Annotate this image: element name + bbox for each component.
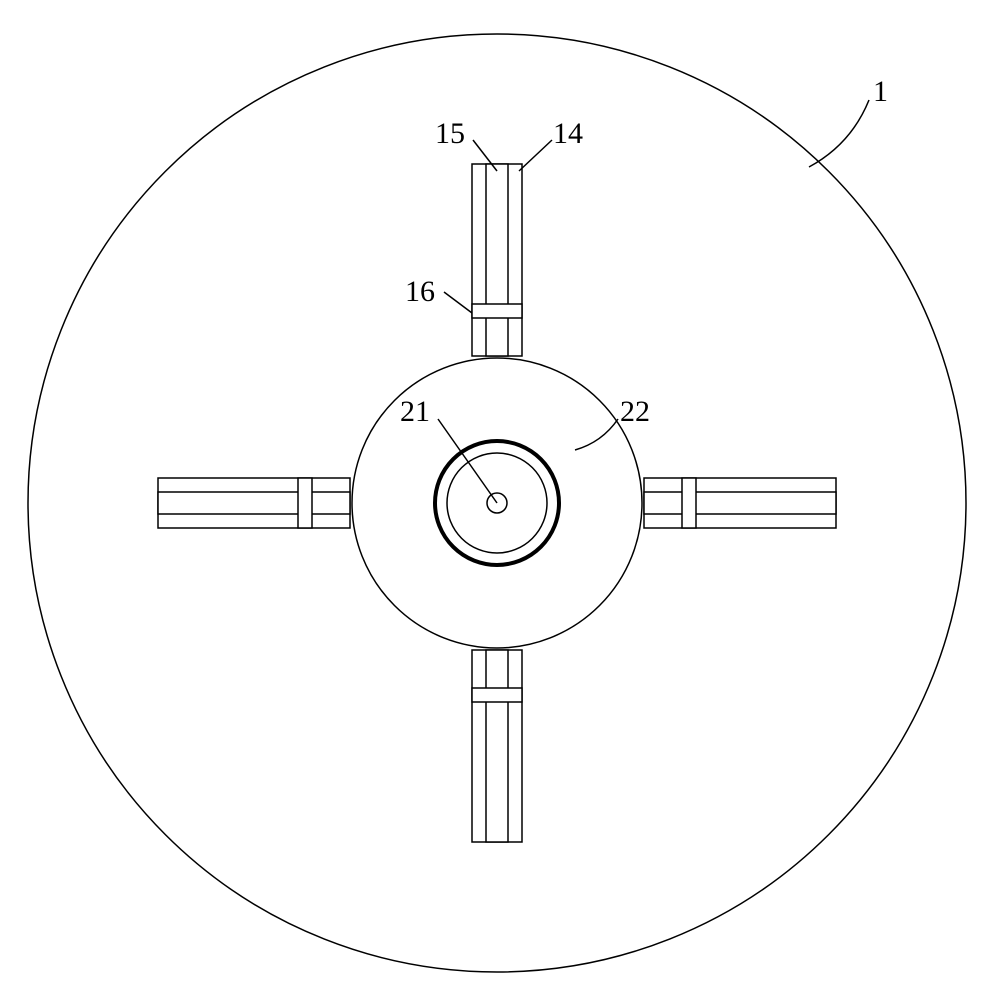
label-1: 1 xyxy=(873,75,888,109)
diagram-canvas xyxy=(0,0,1000,996)
label-21: 21 xyxy=(400,395,430,429)
label-15: 15 xyxy=(435,117,465,151)
label-16: 16 xyxy=(405,275,435,309)
label-14: 14 xyxy=(553,117,583,151)
label-22: 22 xyxy=(620,395,650,429)
